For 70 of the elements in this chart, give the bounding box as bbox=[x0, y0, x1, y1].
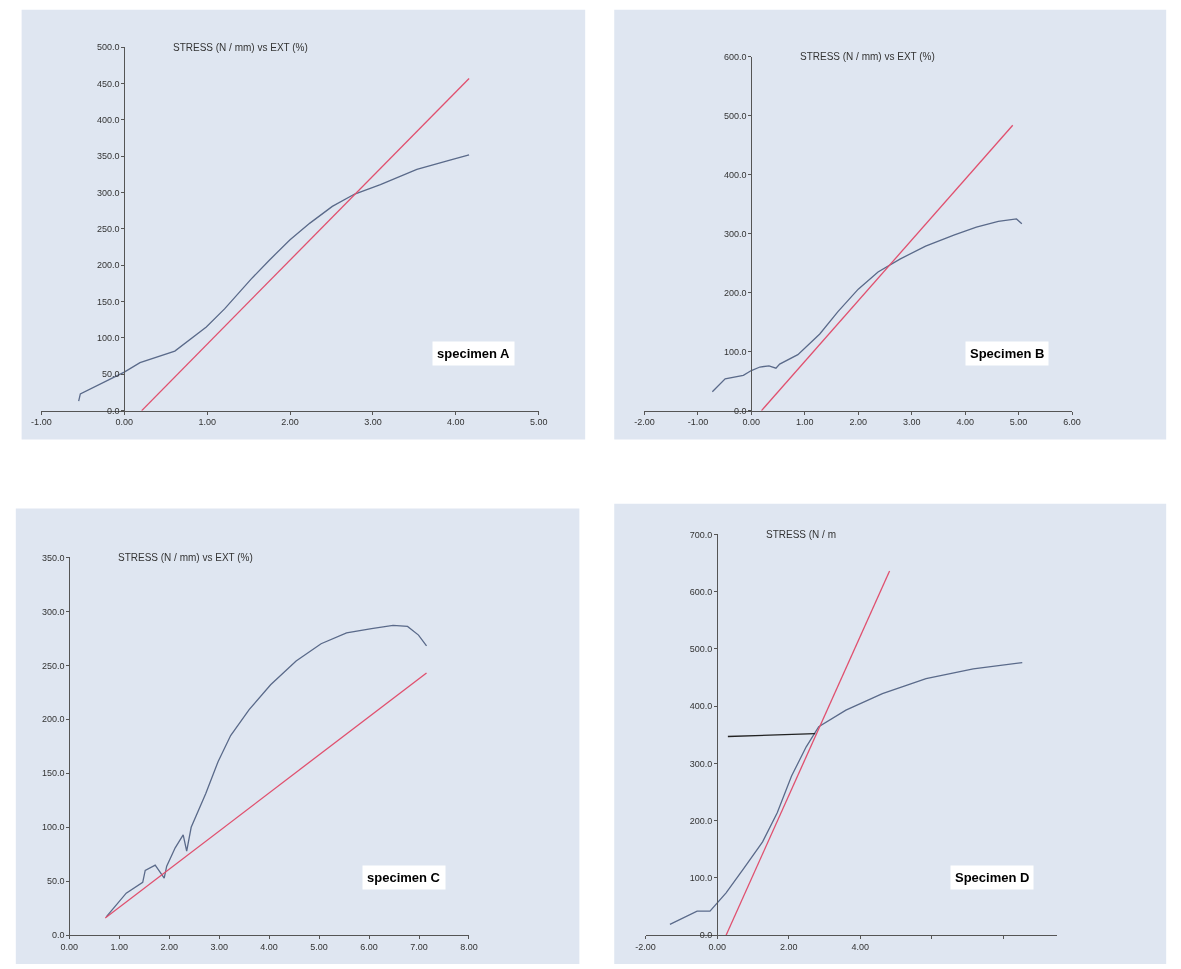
x-tick-label: 8.00 bbox=[460, 942, 478, 953]
x-tick-label: 2.00 bbox=[160, 942, 178, 953]
x-tick-label: -1.00 bbox=[687, 417, 709, 428]
y-tick-label: 500.0 bbox=[96, 42, 120, 53]
x-tick-label: 3.00 bbox=[902, 417, 921, 428]
chart-title: STRESS (N / mm) vs EXT (%) bbox=[800, 51, 935, 62]
y-tick-label: 50.0 bbox=[46, 876, 65, 887]
x-tick-label: 4.00 bbox=[956, 417, 974, 428]
x-tick-label: 5.00 bbox=[310, 942, 328, 953]
y-tick-label: 350.0 bbox=[41, 552, 65, 563]
line-series bbox=[105, 624, 428, 918]
x-tick-label: 1.00 bbox=[198, 417, 216, 428]
x-tick-label: -2.00 bbox=[634, 417, 655, 428]
x-tick-label: 0.00 bbox=[60, 942, 79, 953]
y-tick-label: 100.0 bbox=[96, 333, 120, 344]
x-tick-label: 0.00 bbox=[115, 417, 134, 428]
y-tick-label: 350.0 bbox=[96, 151, 120, 162]
y-tick-label: 100.0 bbox=[41, 822, 65, 833]
y-tick-label: 200.0 bbox=[689, 815, 713, 826]
x-tick-label: 4.00 bbox=[447, 417, 465, 428]
x-tick-label: -1.00 bbox=[31, 417, 52, 428]
x-tick-label: 1.00 bbox=[110, 942, 128, 953]
x-tick-label: 0.00 bbox=[742, 417, 761, 428]
x-tick-label: 5.00 bbox=[529, 417, 548, 428]
y-tick-label: 300.0 bbox=[41, 606, 65, 617]
annotation: Specimen B bbox=[970, 346, 1045, 361]
y-tick-label: 50.0 bbox=[101, 369, 120, 380]
annotation: Specimen D bbox=[955, 870, 1030, 885]
y-tick-label: 400.0 bbox=[724, 169, 747, 180]
x-tick-label: 2.00 bbox=[849, 417, 868, 428]
x-tick-label: 2.00 bbox=[779, 942, 798, 953]
y-tick-label: 600.0 bbox=[689, 586, 713, 597]
chart-title: STRESS (N / m bbox=[766, 529, 837, 540]
x-tick-label: 1.00 bbox=[796, 417, 814, 428]
chart-title: STRESS (N / mm) vs EXT (%) bbox=[118, 552, 253, 563]
y-tick-label: 100.0 bbox=[724, 346, 747, 357]
y-tick-label: 500.0 bbox=[689, 644, 713, 655]
y-tick-label: 450.0 bbox=[96, 78, 120, 89]
line-series bbox=[669, 662, 1023, 925]
y-tick-label: 150.0 bbox=[41, 768, 65, 779]
y-tick-label: 400.0 bbox=[689, 701, 713, 712]
y-tick-label: 600.0 bbox=[724, 51, 747, 62]
x-tick-label: 7.00 bbox=[410, 942, 428, 953]
x-tick-label: 5.00 bbox=[1009, 417, 1028, 428]
y-tick-label: 150.0 bbox=[96, 296, 120, 307]
x-tick-label: -2.00 bbox=[635, 942, 656, 953]
annotation: specimen A bbox=[437, 346, 511, 361]
y-tick-label: 300.0 bbox=[724, 228, 747, 239]
y-tick-label: 0.0 bbox=[51, 930, 65, 941]
y-tick-label: 400.0 bbox=[96, 115, 120, 126]
y-tick-label: 300.0 bbox=[96, 187, 120, 198]
x-tick-label: 3.00 bbox=[210, 942, 228, 953]
y-tick-label: 200.0 bbox=[96, 260, 120, 271]
annotation: specimen C bbox=[367, 870, 441, 885]
y-tick-label: 200.0 bbox=[41, 714, 65, 725]
x-tick-label: 6.00 bbox=[360, 942, 378, 953]
x-tick-label: 4.00 bbox=[851, 942, 869, 953]
y-tick-label: 250.0 bbox=[96, 224, 120, 235]
y-tick-label: 500.0 bbox=[724, 110, 747, 121]
y-tick-label: 100.0 bbox=[689, 873, 713, 884]
x-tick-label: 6.00 bbox=[1063, 417, 1081, 428]
y-tick-label: 200.0 bbox=[724, 287, 747, 298]
y-tick-label: 300.0 bbox=[689, 758, 713, 769]
y-tick-label: 250.0 bbox=[41, 660, 65, 671]
x-tick-label: 3.00 bbox=[364, 417, 382, 428]
x-tick-label: 2.00 bbox=[281, 417, 299, 428]
x-tick-label: 0.00 bbox=[708, 942, 726, 953]
y-tick-label: 700.0 bbox=[689, 529, 713, 540]
x-tick-label: 4.00 bbox=[260, 942, 278, 953]
chart-title: STRESS (N / mm) vs EXT (%) bbox=[173, 42, 308, 53]
